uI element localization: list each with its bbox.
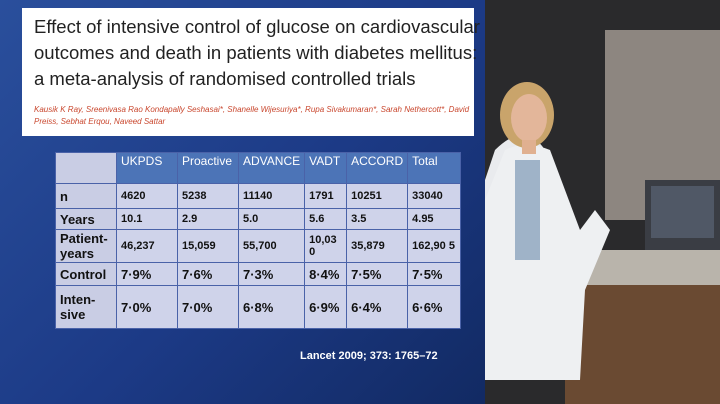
table-cell: 7·0% bbox=[116, 285, 178, 329]
table-cell: 6·9% bbox=[304, 285, 348, 329]
table-cell: 7·0% bbox=[177, 285, 239, 329]
slide: Effect of intensive control of glucose o… bbox=[0, 0, 485, 404]
table-cell: 3.5 bbox=[346, 208, 409, 230]
title-line: a meta-analysis of randomised controlled… bbox=[34, 68, 416, 89]
header-cell: Proactive bbox=[177, 152, 239, 184]
table-cell: 10251 bbox=[346, 183, 409, 209]
header-row: UKPDS Proactive ADVANCE VADT ACCORD Total bbox=[55, 152, 462, 184]
row-label-line: n bbox=[60, 188, 68, 204]
row-label: n bbox=[55, 183, 117, 209]
table-cell: 10,03 0 bbox=[304, 229, 348, 263]
corner-cell bbox=[55, 152, 117, 184]
table-cell: 7·5% bbox=[346, 262, 409, 286]
row-label: Inten-sive bbox=[55, 285, 117, 329]
table-cell: 162,90 5 bbox=[407, 229, 462, 263]
row-label: Patient-years bbox=[55, 229, 117, 263]
table-cell: 6·6% bbox=[407, 285, 462, 329]
header-cell: ADVANCE bbox=[237, 152, 306, 184]
table-row: Inten-sive 7·0% 7·0% 6·8% 6·9% 6·4% 6·6% bbox=[55, 285, 462, 329]
row-label-line: years bbox=[60, 246, 94, 261]
header-cell: VADT bbox=[304, 152, 348, 184]
table-cell: 5238 bbox=[177, 183, 239, 209]
table-cell: 7·5% bbox=[407, 262, 462, 286]
table-row: Patient-years 46,237 15,059 55,700 10,03 0 35… bbox=[55, 229, 462, 263]
header-cell: ACCORD bbox=[346, 152, 409, 184]
row-label-line: Control bbox=[60, 266, 107, 282]
table-cell: 15,059 bbox=[177, 229, 239, 263]
title-line: Effect of intensive control of glucose o… bbox=[34, 16, 480, 37]
table-cell: 7·6% bbox=[177, 262, 239, 286]
table-cell: 33040 bbox=[407, 183, 462, 209]
table-cell: 55,700 bbox=[237, 229, 306, 263]
row-label: Control bbox=[55, 262, 117, 286]
table-cell: 4620 bbox=[116, 183, 178, 209]
row-label-line: Years bbox=[60, 211, 95, 227]
table-cell: 5.6 bbox=[304, 208, 348, 230]
authors: Kausik K Ray, Sreenivasa Rao Kondapally … bbox=[34, 105, 470, 126]
table-cell: 35,879 bbox=[346, 229, 409, 263]
header-cell: Total bbox=[407, 152, 462, 184]
data-table: UKPDS Proactive ADVANCE VADT ACCORD Total n 462… bbox=[55, 152, 462, 329]
table-cell: 11140 bbox=[237, 183, 306, 209]
presenter-photo bbox=[485, 0, 720, 404]
table-cell: 7·9% bbox=[116, 262, 178, 286]
table-cell: 5.0 bbox=[237, 208, 306, 230]
table-row: Control 7·9% 7·6% 7·3% 8·4% 7·5% 7·5% bbox=[55, 262, 462, 286]
table-cell: 10.1 bbox=[116, 208, 178, 230]
row-label-line: Patient- bbox=[60, 231, 108, 246]
table-cell: 6·8% bbox=[237, 285, 306, 329]
table-cell: 1791 bbox=[304, 183, 348, 209]
row-label-line: sive bbox=[60, 307, 86, 322]
table-cell: 8·4% bbox=[304, 262, 348, 286]
table-cell: 7·3% bbox=[237, 262, 306, 286]
title-box: Effect of intensive control of glucose o… bbox=[22, 8, 480, 136]
table-row: Years 10.1 2.9 5.0 5.6 3.5 4.95 bbox=[55, 208, 462, 230]
table-cell: 6·4% bbox=[346, 285, 409, 329]
table-row: n 4620 5238 11140 1791 10251 33040 bbox=[55, 183, 462, 209]
header-cell: UKPDS bbox=[116, 152, 178, 184]
citation: Lancet 2009; 373: 1765–72 bbox=[300, 350, 438, 362]
table-cell: 4.95 bbox=[407, 208, 462, 230]
row-label: Years bbox=[55, 208, 117, 230]
table-cell: 46,237 bbox=[116, 229, 178, 263]
row-label-line: Inten- bbox=[60, 292, 96, 307]
table-cell: 2.9 bbox=[177, 208, 239, 230]
title-line: outcomes and death in patients with diab… bbox=[34, 42, 478, 63]
